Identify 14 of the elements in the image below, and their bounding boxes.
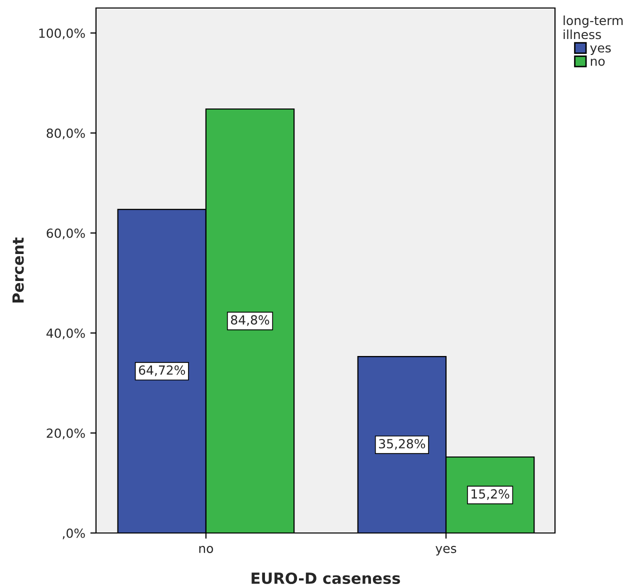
data-label: 35,28% (379, 438, 426, 450)
y-axis-title: Percent (12, 238, 24, 302)
y-tick-label: 40,0% (46, 328, 85, 340)
data-label: 84,8% (230, 315, 270, 326)
y-tick-label: ,0% (62, 528, 85, 540)
legend-label: no (590, 58, 605, 66)
y-tick-label: 60,0% (46, 228, 85, 240)
y-tick-label: 100,0% (39, 28, 85, 40)
y-tick-label: 20,0% (46, 428, 85, 440)
x-axis-title: EURO-D caseness (252, 572, 400, 584)
data-label: 64,72% (138, 365, 186, 376)
legend-label: yes (590, 45, 611, 55)
data-label: 15,2% (472, 489, 510, 500)
y-tick-label: 80,0% (46, 128, 85, 140)
